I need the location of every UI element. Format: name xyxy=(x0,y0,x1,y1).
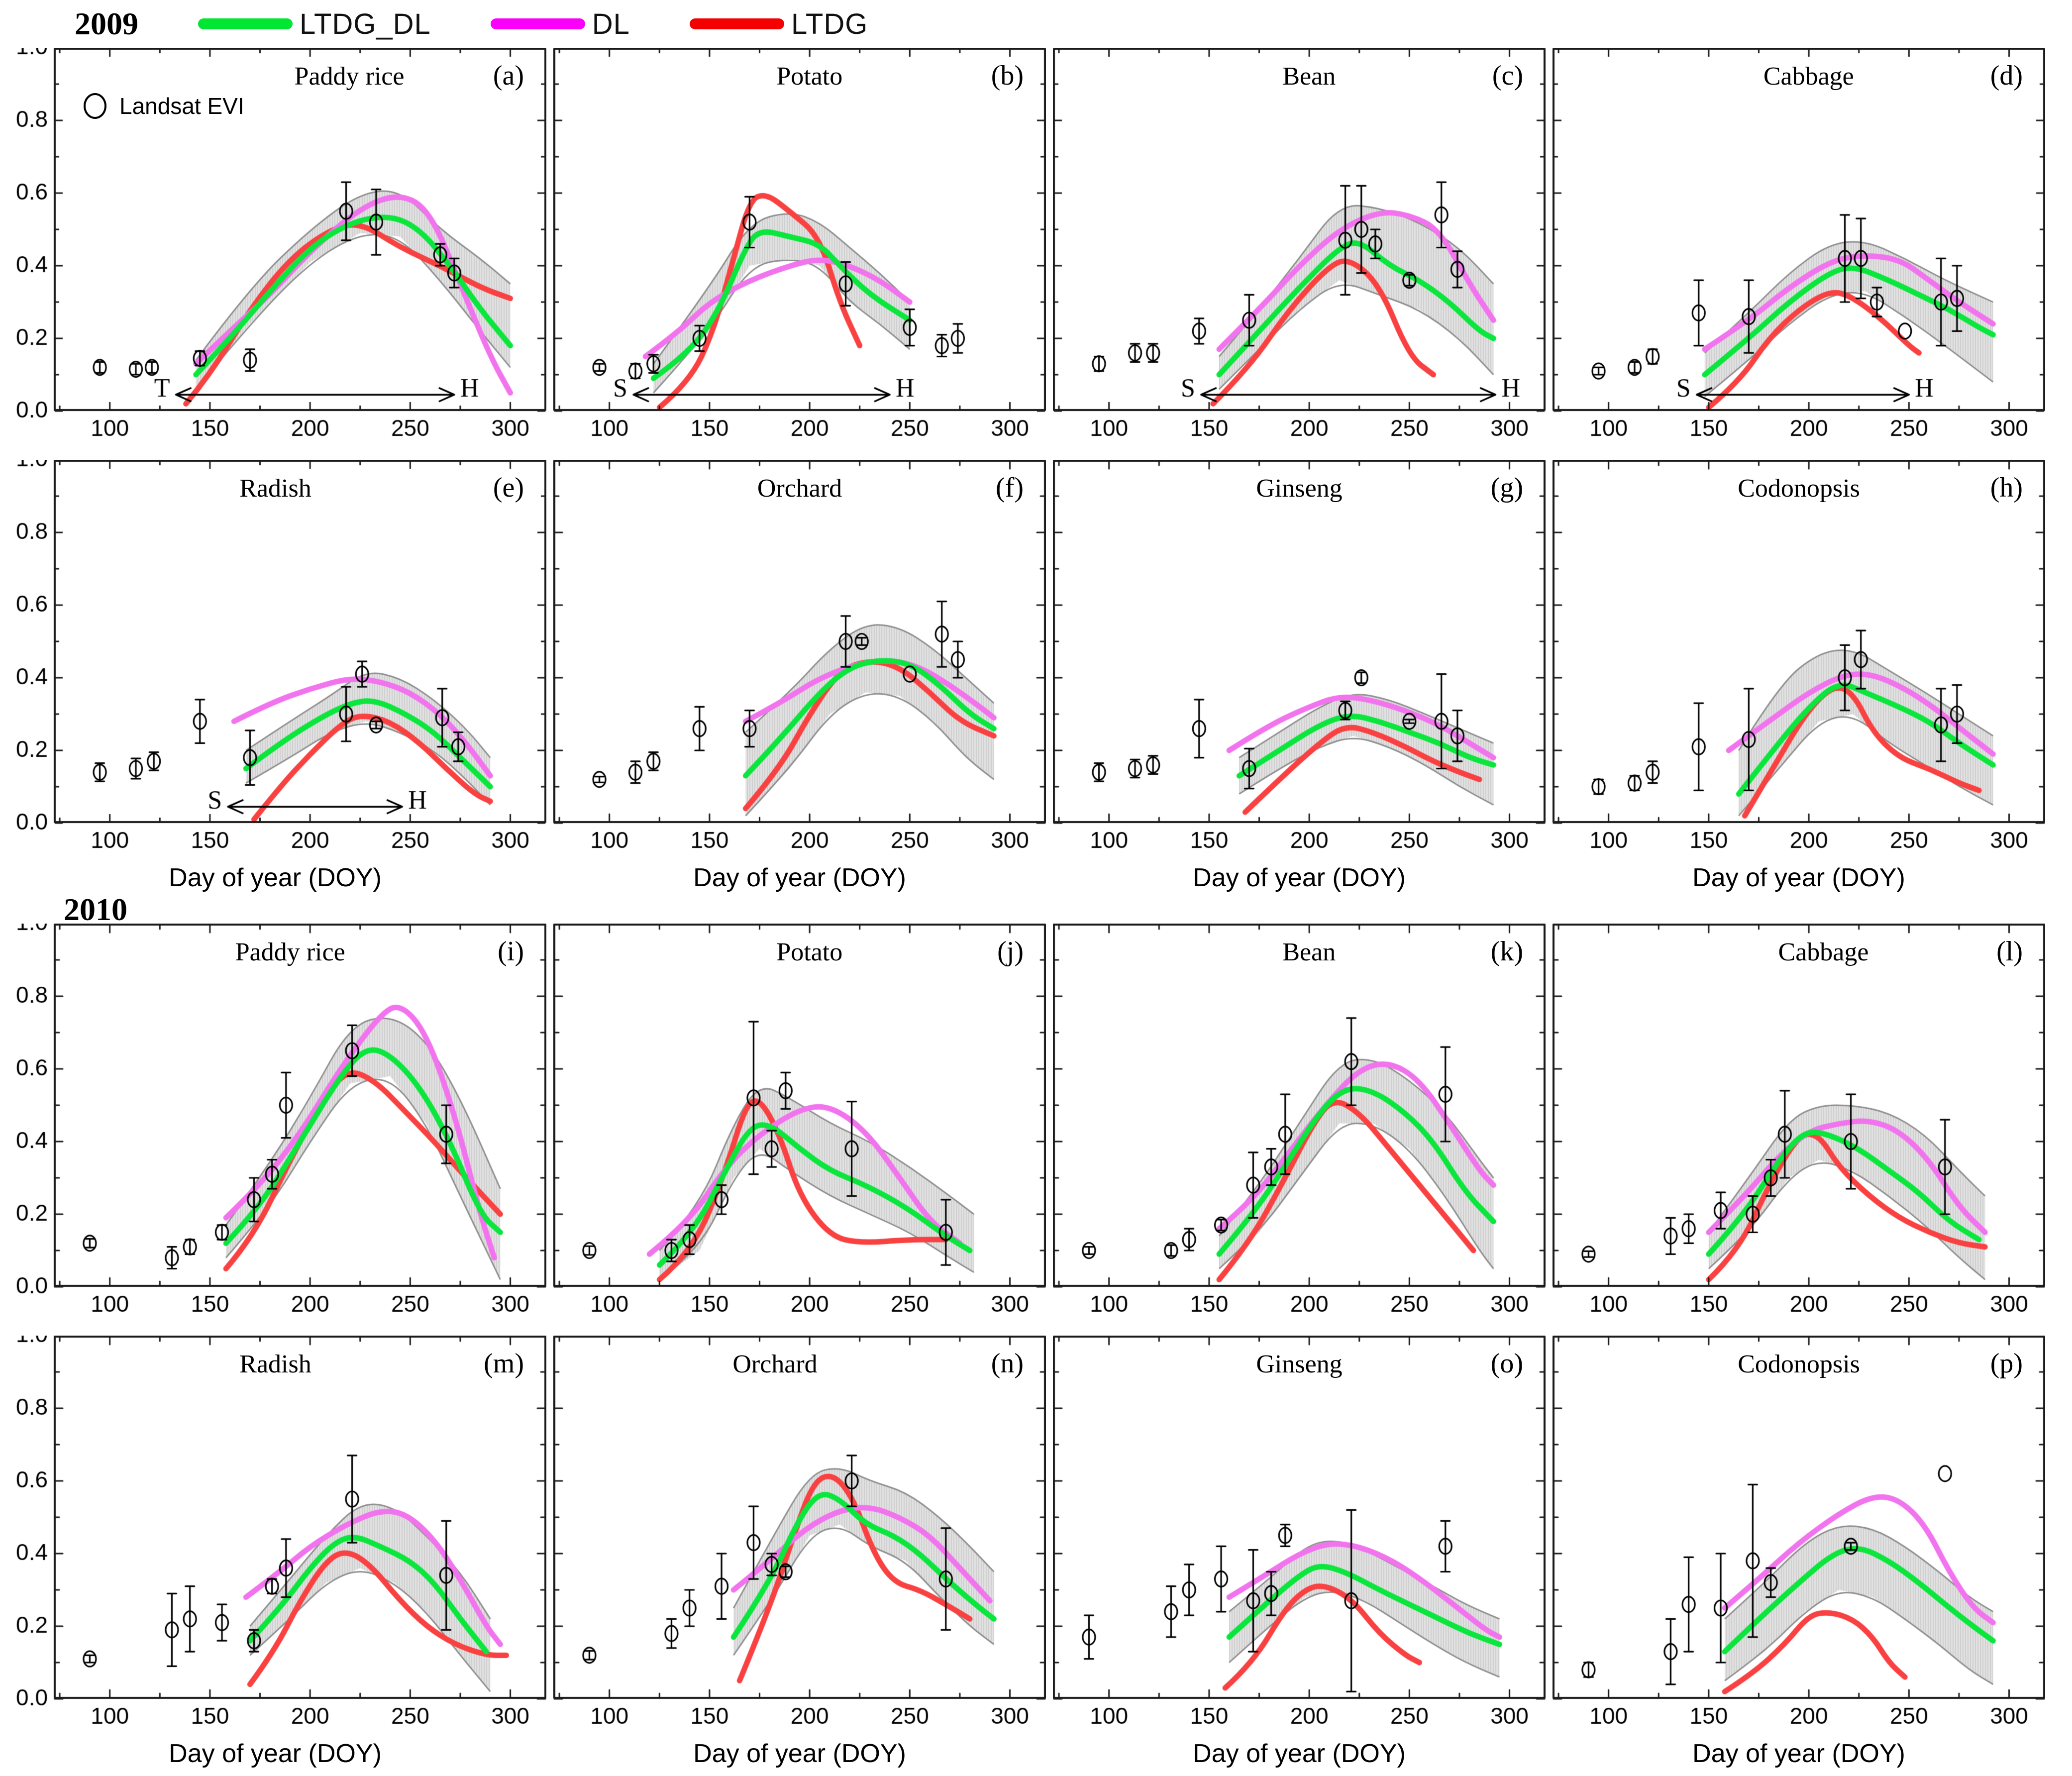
panel-c: Bean (c) xyxy=(1053,48,1546,451)
panel-letter: (i) xyxy=(498,936,524,967)
legend-item-ltdg-dl: LTDG_DL xyxy=(198,7,431,41)
x-axis-title: Day of year (DOY) xyxy=(1692,1739,1905,1768)
x-axis-title: Day of year (DOY) xyxy=(693,863,906,892)
chart-canvas-d xyxy=(1553,48,2045,451)
ltdg-line-swatch xyxy=(689,18,784,29)
panel-f: Orchard (f) xyxy=(553,460,1046,863)
panel-letter: (k) xyxy=(1490,936,1523,967)
x-axis-title: Day of year (DOY) xyxy=(693,1739,906,1768)
x-axis-title-row-2009: Day of year (DOY) Day of year (DOY) Day … xyxy=(4,863,2072,896)
x-axis-title: Day of year (DOY) xyxy=(169,1739,382,1768)
row-2010-bottom: Radish (m) Orchard (n) Ginseng (o) Codon… xyxy=(4,1336,2072,1739)
chart-canvas-o xyxy=(1053,1336,1546,1739)
x-axis-title: Day of year (DOY) xyxy=(1692,863,1905,892)
panel-title: Orchard xyxy=(757,474,842,503)
panel-title: Potato xyxy=(776,62,843,91)
panel-letter: (j) xyxy=(997,936,1024,967)
panel-letter: (l) xyxy=(1996,936,2023,967)
row-2010-top: Paddy rice (i) Potato (j) Bean (k) Cabba… xyxy=(4,924,2072,1327)
panel-letter: (p) xyxy=(1990,1348,2023,1379)
panel-title: Ginseng xyxy=(1256,474,1343,503)
panel-j: Potato (j) xyxy=(553,924,1046,1327)
panel-title: Cabbage xyxy=(1763,62,1854,91)
panel-d: Cabbage (d) xyxy=(1553,48,2045,451)
panel-letter: (d) xyxy=(1990,60,2023,91)
panel-letter: (b) xyxy=(991,60,1024,91)
year-label-2010: 2010 xyxy=(64,892,127,927)
chart-canvas-l xyxy=(1553,924,2045,1327)
panel-l: Cabbage (l) xyxy=(1553,924,2045,1327)
legend-label: DL xyxy=(592,7,630,40)
figure-grid: Landsat EVI Paddy rice (a) Potato (b) Be… xyxy=(0,48,2072,1772)
chart-canvas-i xyxy=(4,924,546,1327)
panel-title: Bean xyxy=(1282,62,1336,91)
panel-letter: (m) xyxy=(484,1348,524,1379)
chart-canvas-f xyxy=(553,460,1046,863)
row-2009-bottom: Radish (e) Orchard (f) Ginseng (g) Codon… xyxy=(4,460,2072,863)
panel-letter: (n) xyxy=(991,1348,1024,1379)
landsat-evi-legend: Landsat EVI xyxy=(84,93,244,119)
x-axis-title: Day of year (DOY) xyxy=(169,863,382,892)
year-2010-row: 2010 xyxy=(4,892,2072,927)
legend-label: LTDG_DL xyxy=(300,7,431,40)
panel-k: Bean (k) xyxy=(1053,924,1546,1327)
chart-canvas-e xyxy=(4,460,546,863)
dl-line-swatch xyxy=(490,18,585,29)
row-2009-top: Landsat EVI Paddy rice (a) Potato (b) Be… xyxy=(4,48,2072,451)
panel-n: Orchard (n) xyxy=(553,1336,1046,1739)
x-axis-title-row-2010: Day of year (DOY) Day of year (DOY) Day … xyxy=(4,1739,2072,1772)
x-axis-title: Day of year (DOY) xyxy=(1193,1739,1406,1768)
chart-canvas-m xyxy=(4,1336,546,1739)
x-axis-title: Day of year (DOY) xyxy=(1193,863,1406,892)
panel-letter: (e) xyxy=(493,472,524,503)
panel-m: Radish (m) xyxy=(4,1336,546,1739)
panel-letter: (c) xyxy=(1492,60,1523,91)
panel-h: Codonopsis (h) xyxy=(1553,460,2045,863)
chart-canvas-c xyxy=(1053,48,1546,451)
panel-title: Bean xyxy=(1282,938,1336,966)
panel-p: Codonopsis (p) xyxy=(1553,1336,2045,1739)
panel-letter: (o) xyxy=(1490,1348,1523,1379)
panel-title: Paddy rice xyxy=(235,938,345,966)
panel-g: Ginseng (g) xyxy=(1053,460,1546,863)
chart-canvas-p xyxy=(1553,1336,2045,1739)
legend-item-ltdg: LTDG xyxy=(689,7,868,41)
panel-title: Radish xyxy=(239,474,311,503)
panel-b: Potato (b) xyxy=(553,48,1046,451)
ltdg-dl-line-swatch xyxy=(198,18,293,29)
panel-e: Radish (e) xyxy=(4,460,546,863)
panel-letter: (g) xyxy=(1490,472,1523,503)
chart-canvas-j xyxy=(553,924,1046,1327)
panel-title: Paddy rice xyxy=(294,62,405,91)
chart-canvas-b xyxy=(553,48,1046,451)
chart-canvas-h xyxy=(1553,460,2045,863)
legend-item-dl: DL xyxy=(490,7,630,41)
panel-letter: (a) xyxy=(493,60,524,91)
chart-canvas-n xyxy=(553,1336,1046,1739)
panel-letter: (f) xyxy=(996,472,1024,503)
year-label-2009: 2009 xyxy=(75,6,138,41)
landsat-evi-marker-icon xyxy=(84,93,106,119)
panel-letter: (h) xyxy=(1990,472,2023,503)
panel-title: Codonopsis xyxy=(1738,1350,1860,1378)
panel-title: Cabbage xyxy=(1778,938,1869,966)
landsat-evi-label: Landsat EVI xyxy=(119,93,244,119)
panel-a: Landsat EVI Paddy rice (a) xyxy=(4,48,546,451)
chart-canvas-k xyxy=(1053,924,1546,1327)
panel-title: Radish xyxy=(239,1350,311,1378)
chart-canvas-g xyxy=(1053,460,1546,863)
panel-title: Codonopsis xyxy=(1738,474,1860,503)
panel-o: Ginseng (o) xyxy=(1053,1336,1546,1739)
panel-title: Orchard xyxy=(732,1350,818,1378)
panel-title: Potato xyxy=(776,938,843,966)
figure-legend: 2009 LTDG_DL DL LTDG xyxy=(0,0,2072,48)
panel-i: Paddy rice (i) xyxy=(4,924,546,1327)
panel-title: Ginseng xyxy=(1256,1350,1343,1378)
legend-label: LTDG xyxy=(791,7,868,40)
